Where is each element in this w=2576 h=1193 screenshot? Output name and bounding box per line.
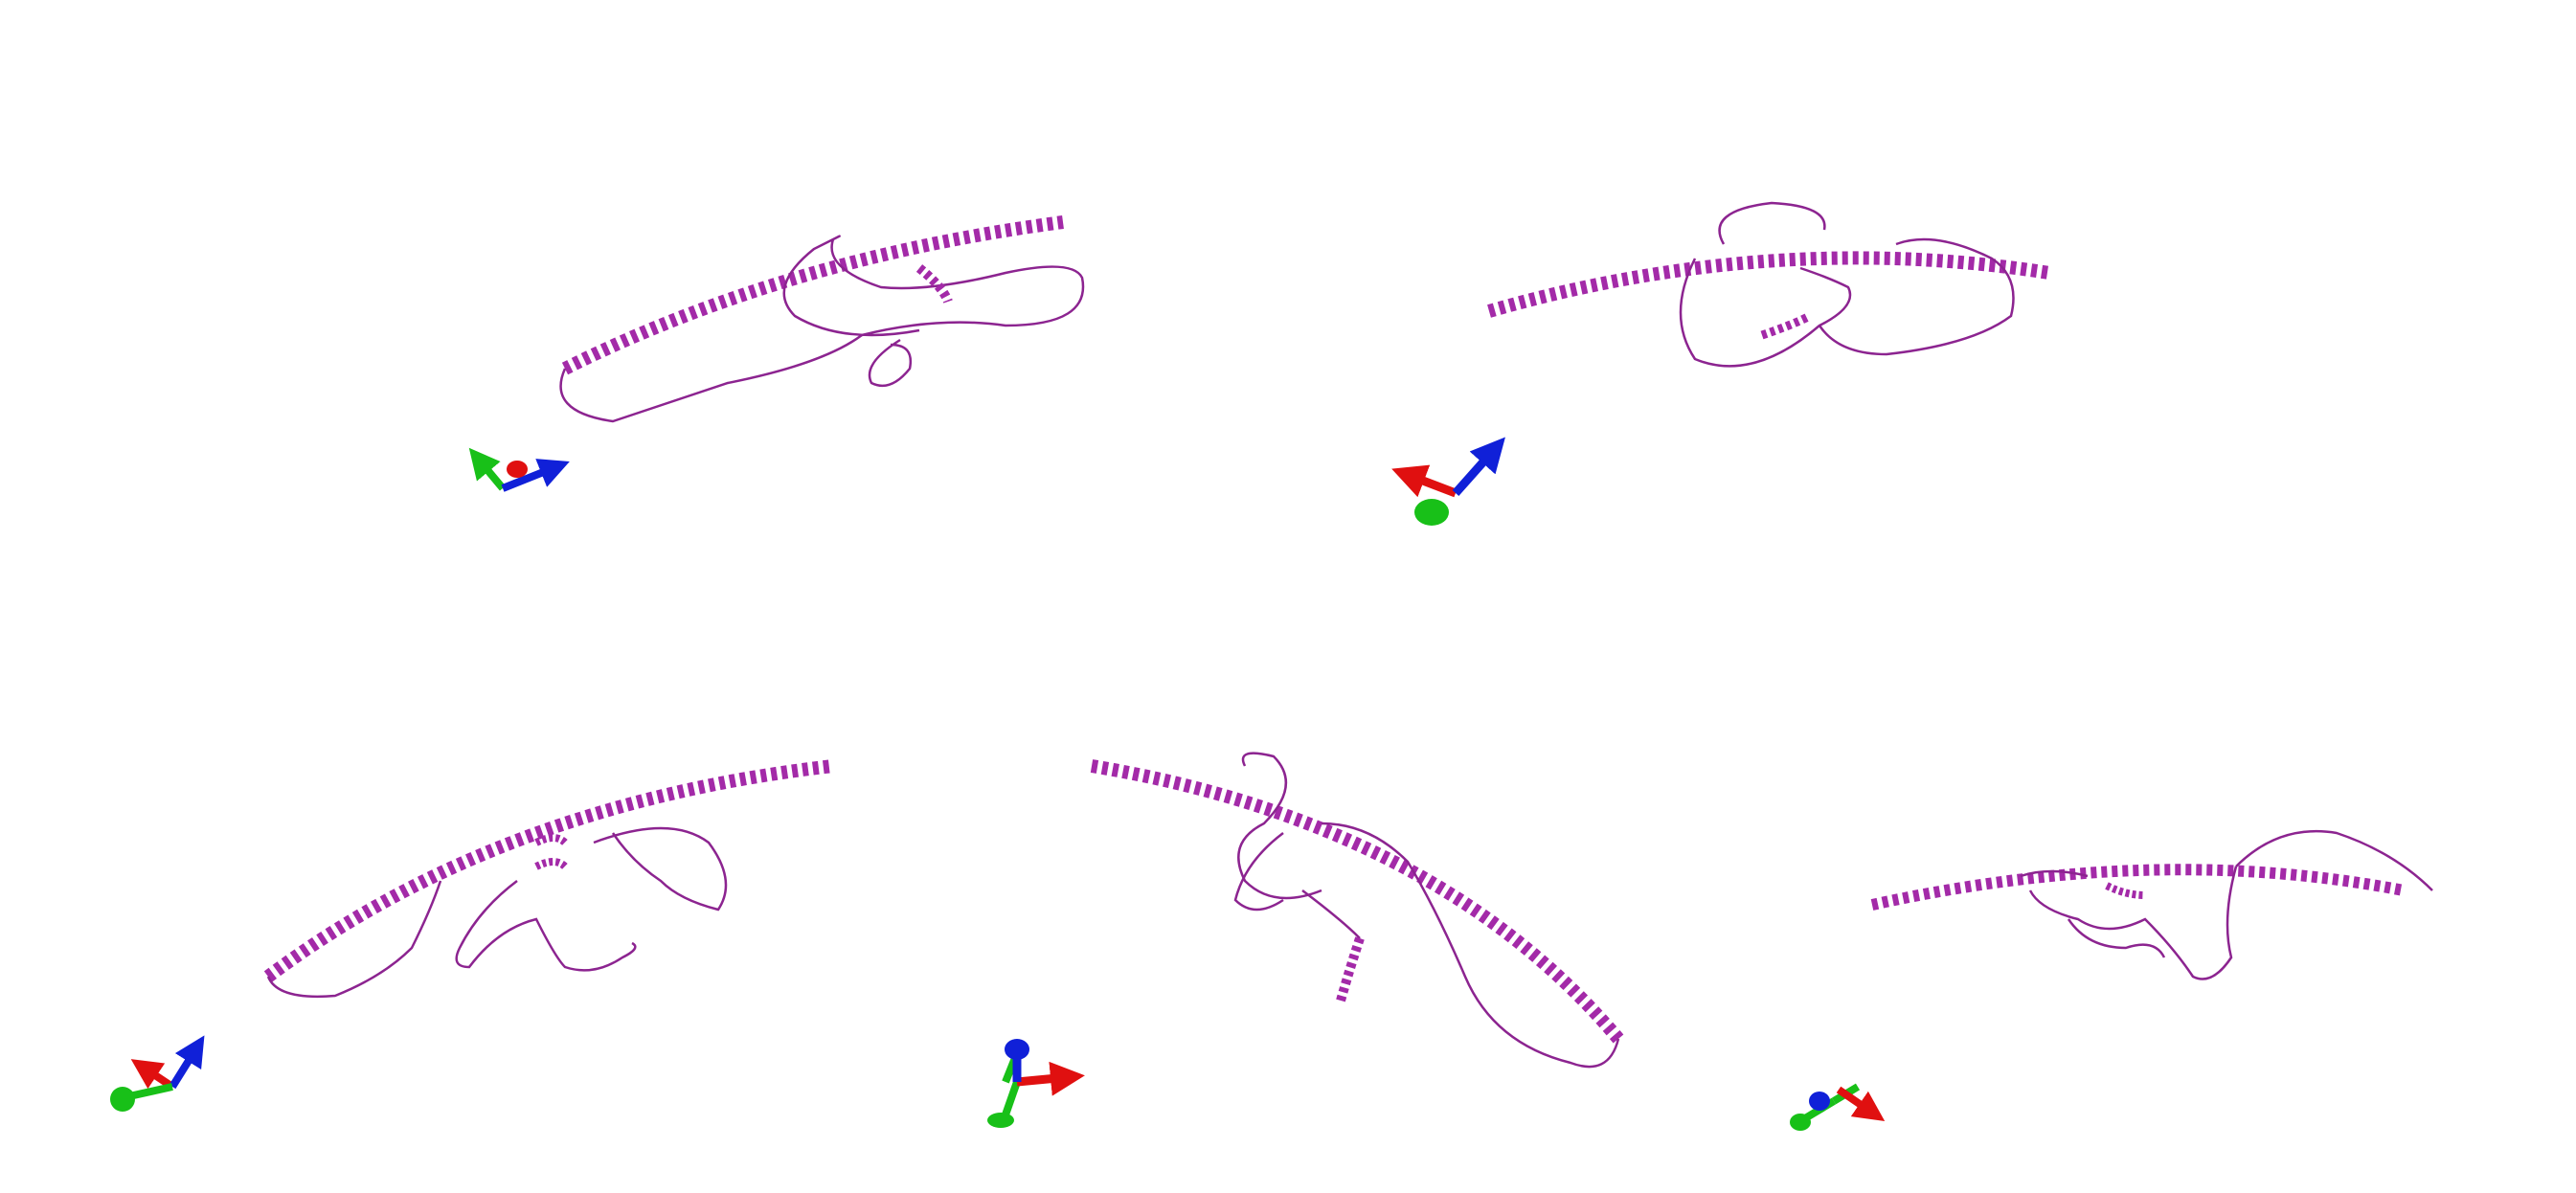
coil-loop	[266, 826, 728, 999]
coil-loop	[559, 235, 1085, 423]
coil-loop	[1233, 832, 1361, 939]
helix-ribbon	[561, 215, 1064, 375]
coil-loop	[1237, 752, 1620, 1069]
protein-view-3	[263, 759, 834, 999]
helix-ribbon	[1487, 251, 2051, 318]
coil-loop	[455, 880, 637, 972]
short-helix	[915, 264, 953, 304]
coil-loop	[2028, 829, 2433, 980]
axes-triad-icon	[1790, 1083, 1886, 1131]
protein-view-1	[559, 215, 1085, 423]
protein-view-2	[1487, 201, 2051, 368]
protein-view-4	[1090, 752, 1624, 1069]
short-helix	[2105, 882, 2146, 899]
axes-triad-icon	[110, 1035, 205, 1112]
coil-loop	[1818, 237, 2015, 356]
coil-loop	[1679, 201, 1852, 368]
short-helix	[534, 834, 568, 870]
protein-view-5	[1870, 829, 2433, 980]
axes-triad-icon	[1391, 437, 1505, 526]
short-helix	[1760, 311, 1813, 340]
coil-loop	[2020, 869, 2166, 958]
axes-triad-icon	[987, 1039, 1085, 1128]
helix-ribbon	[263, 759, 834, 982]
helix-ribbon	[1090, 759, 1624, 1044]
helix-ribbon	[1870, 864, 2406, 911]
coil-loop	[868, 338, 913, 388]
axes-triad-icon	[468, 447, 570, 492]
short-helix	[1336, 936, 1365, 1002]
